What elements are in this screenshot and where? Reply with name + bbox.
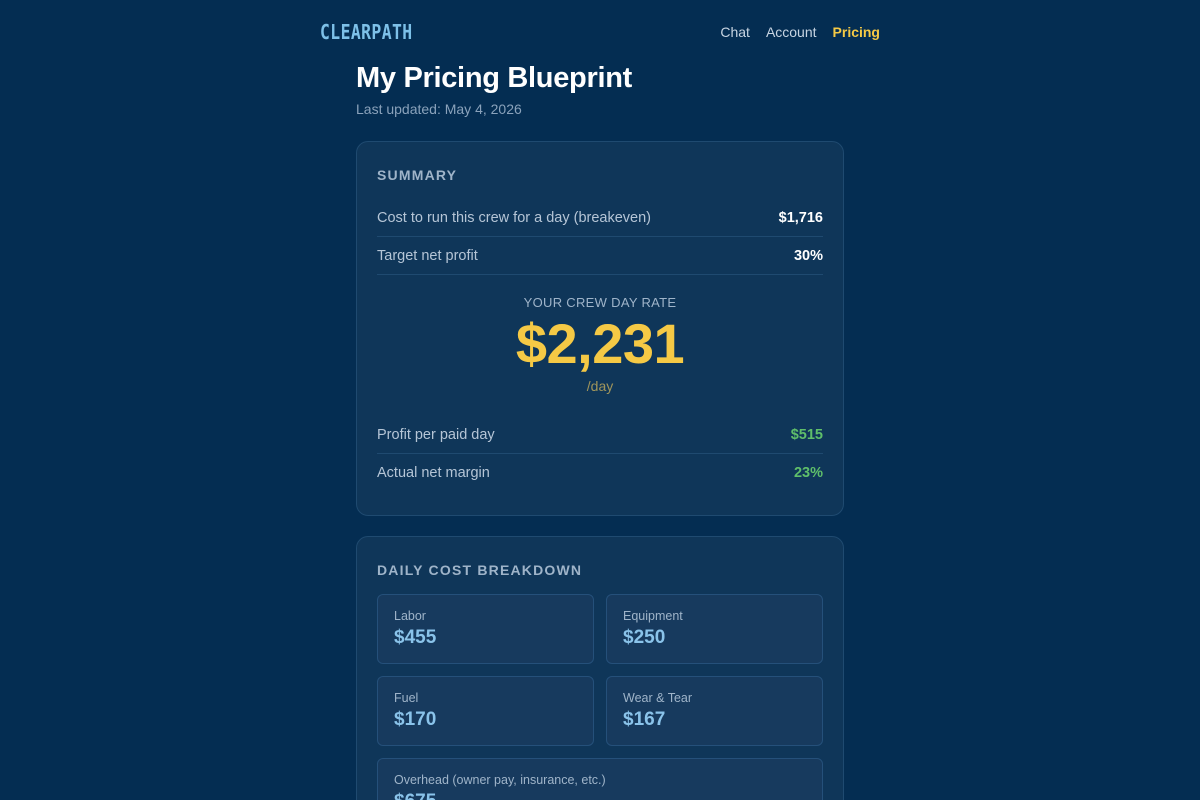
summary-row-label: Actual net margin (377, 465, 490, 481)
summary-row-value: 30% (793, 247, 823, 264)
summary-row-target-profit: Target net profit 30% (377, 237, 823, 275)
summary-row-profit-per-day: Profit per paid day $515 (377, 416, 823, 454)
nav-link-account[interactable]: Account (765, 24, 817, 40)
summary-row-breakeven: Cost to run this crew for a day (breakev… (377, 199, 823, 237)
cost-tile-wear-tear: Wear & Tear $167 (606, 676, 823, 746)
cost-tile-label: Overhead (owner pay, insurance, etc.) (394, 773, 606, 787)
cost-tile-fuel: Fuel $170 (377, 676, 594, 746)
cost-tile-labor: Labor $455 (377, 594, 594, 664)
clearpath-logo[interactable]: CLEARPATH (320, 20, 413, 44)
cost-tile-value: $167 (623, 709, 666, 730)
cost-tile-label: Labor (394, 609, 426, 623)
cost-tile-value: $250 (623, 627, 666, 648)
cost-tile-value: $455 (394, 627, 437, 648)
last-updated: Last updated: May 4, 2026 (356, 101, 522, 117)
summary-row-value: 23% (793, 465, 823, 481)
page-title: My Pricing Blueprint (356, 62, 632, 94)
summary-row-label: Profit per paid day (377, 426, 495, 443)
cost-tile-value: $675 (394, 791, 806, 800)
summary-row-label: Cost to run this crew for a day (breakev… (377, 209, 652, 226)
rate-unit: /day (586, 378, 614, 394)
summary-row-value: $515 (790, 426, 823, 443)
summary-row-label: Target net profit (377, 247, 478, 264)
rate-label: YOUR CREW DAY RATE (523, 295, 677, 310)
summary-row-value: $1,716 (778, 209, 823, 226)
breakdown-heading: DAILY COST BREAKDOWN (377, 562, 583, 578)
cost-tile-label: Equipment (623, 609, 683, 623)
rate-value: $2,231 (515, 312, 685, 375)
cost-tile-overhead: Overhead (owner pay, insurance, etc.) $6… (377, 758, 823, 800)
cost-breakdown-card: DAILY COST BREAKDOWN Labor $455 Equipmen… (356, 536, 844, 800)
cost-tile-label: Wear & Tear (623, 691, 693, 705)
summary-heading: SUMMARY (377, 167, 458, 183)
summary-card: SUMMARY Cost to run this crew for a day … (356, 141, 844, 516)
nav-link-pricing[interactable]: Pricing (832, 24, 880, 40)
top-nav: Chat Account Pricing (720, 24, 880, 40)
summary-row-net-margin: Actual net margin 23% (377, 454, 823, 492)
cost-tile-label: Fuel (394, 691, 419, 705)
cost-tile-value: $170 (394, 709, 437, 730)
nav-link-chat[interactable]: Chat (720, 24, 750, 40)
cost-tile-equipment: Equipment $250 (606, 594, 823, 664)
crew-day-rate: YOUR CREW DAY RATE $2,231 /day (357, 295, 843, 394)
